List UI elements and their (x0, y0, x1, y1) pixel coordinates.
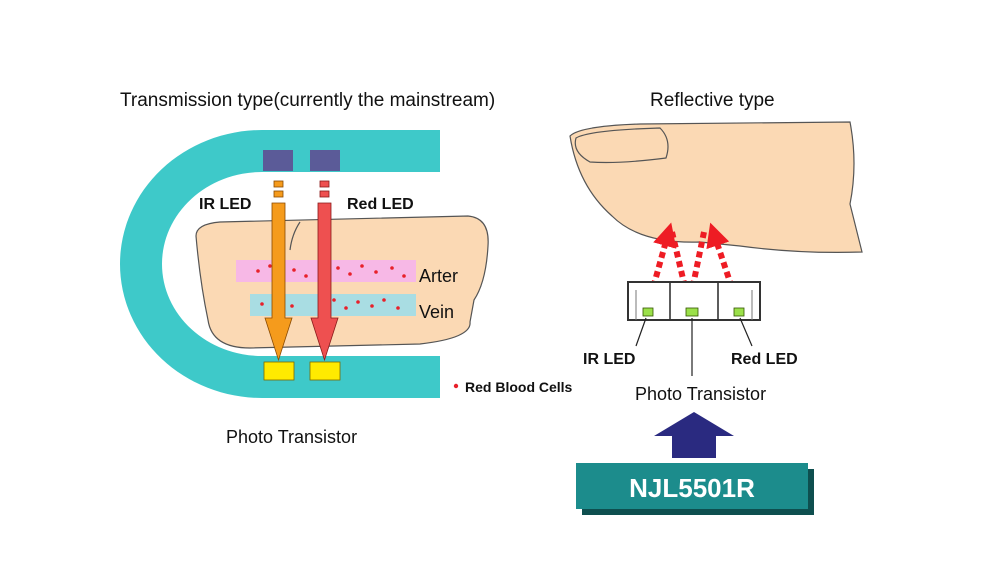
red-light-arrow (310, 180, 339, 362)
ir-photo-detector (263, 361, 295, 381)
artery-label: Arter (419, 266, 458, 286)
reflective-photo-transistor-chip (685, 307, 699, 317)
reflective-ir-led-label: IR LED (583, 351, 635, 368)
product-badge (576, 463, 808, 509)
finger-clip (120, 130, 440, 398)
up-arrow-icon (654, 412, 734, 458)
vein-label: Vein (419, 302, 454, 322)
red-led-leader (739, 317, 753, 347)
ir-led-emitter (263, 150, 293, 171)
ir-led-leader (635, 317, 647, 347)
red-led-label: Red LED (347, 196, 414, 213)
reflective-ir-led-chip (642, 307, 654, 317)
reflective-title: Reflective type (650, 90, 775, 111)
red-photo-detector (309, 361, 341, 381)
reflective-photo-transistor-label: Photo Transistor (635, 384, 766, 404)
product-badge-label: NJL5501R (629, 473, 755, 503)
reflective-red-led-chip (733, 307, 745, 317)
rbc-legend-dot (453, 383, 459, 389)
ir-led-label: IR LED (199, 196, 251, 213)
reflective-red-led-label: Red LED (731, 351, 798, 368)
transmission-photo-transistor-label: Photo Transistor (226, 427, 357, 447)
transmission-title: Transmission type(currently the mainstre… (120, 90, 495, 111)
red-blood-cells (256, 264, 406, 310)
fingernail (574, 127, 669, 164)
rbc-legend-label: Red Blood Cells (465, 379, 573, 395)
vein-band (250, 294, 416, 316)
ir-light-arrow (264, 180, 293, 362)
red-led-emitter (310, 150, 340, 171)
